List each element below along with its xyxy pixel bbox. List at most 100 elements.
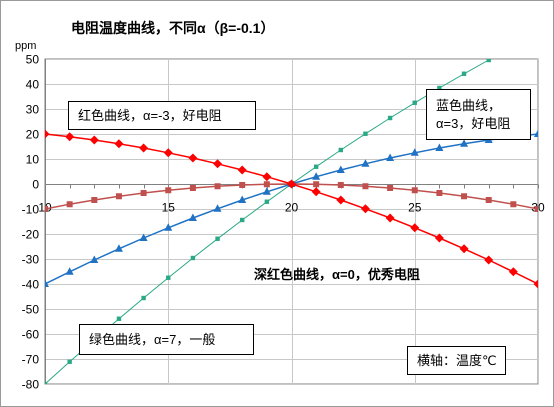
y-tick-label: 40 bbox=[26, 78, 40, 92]
annotation-text: 红色曲线，α=-3，好电阻 bbox=[78, 108, 222, 123]
y-axis-label: ppm bbox=[15, 40, 36, 52]
x-tick-label: 20 bbox=[285, 201, 299, 215]
square-marker bbox=[67, 359, 72, 364]
triangle-marker bbox=[164, 223, 173, 231]
diamond-marker bbox=[213, 159, 223, 169]
square-marker bbox=[115, 193, 122, 200]
square-marker bbox=[165, 187, 172, 194]
diamond-marker bbox=[434, 233, 444, 243]
diamond-marker bbox=[139, 143, 149, 153]
square-marker bbox=[263, 181, 270, 188]
square-marker bbox=[536, 32, 540, 36]
square-marker bbox=[387, 115, 393, 121]
diamond-marker bbox=[163, 148, 173, 158]
y-tick-label: 10 bbox=[26, 153, 40, 167]
square-marker bbox=[215, 236, 220, 241]
triangle-marker bbox=[336, 165, 345, 173]
y-tick-label: -50 bbox=[22, 303, 40, 317]
square-marker bbox=[511, 45, 515, 49]
y-tick-label: 30 bbox=[26, 103, 40, 117]
square-marker bbox=[362, 183, 369, 190]
annotation-text: 深红色曲线，α=0，优秀电阻 bbox=[254, 267, 420, 282]
y-tick-label: -40 bbox=[22, 278, 40, 292]
triangle-marker bbox=[435, 143, 444, 151]
square-marker bbox=[437, 85, 442, 91]
y-tick-label: 20 bbox=[26, 128, 40, 142]
diamond-marker bbox=[336, 195, 346, 205]
diamond-marker bbox=[237, 165, 247, 175]
triangle-marker bbox=[65, 267, 74, 275]
y-tick-label: -30 bbox=[22, 253, 40, 267]
diamond-marker bbox=[188, 153, 198, 163]
x-tick-label: 25 bbox=[408, 201, 422, 215]
square-marker bbox=[412, 100, 417, 105]
chart-title: 电阻温度曲线，不同α（β=-0.1） bbox=[71, 20, 274, 36]
triangle-marker bbox=[460, 139, 469, 147]
square-marker bbox=[387, 185, 394, 191]
square-marker bbox=[190, 255, 196, 261]
annotation-text: α=3，好电阻 bbox=[436, 116, 510, 131]
square-marker bbox=[189, 185, 196, 191]
annotation-text: 蓝色曲线， bbox=[436, 98, 501, 113]
diamond-marker bbox=[484, 255, 494, 265]
square-marker bbox=[461, 193, 468, 200]
square-marker bbox=[239, 182, 246, 188]
triangle-marker bbox=[90, 255, 99, 263]
square-marker bbox=[337, 182, 344, 188]
triangle-marker bbox=[534, 129, 538, 137]
square-marker bbox=[116, 316, 122, 321]
triangle-marker bbox=[188, 213, 197, 221]
square-marker bbox=[313, 181, 320, 188]
diamond-marker bbox=[65, 132, 75, 142]
square-marker bbox=[264, 199, 270, 204]
diamond-marker bbox=[89, 135, 99, 145]
square-marker bbox=[66, 201, 73, 208]
series-group bbox=[45, 32, 540, 384]
triangle-marker bbox=[213, 204, 222, 212]
square-marker bbox=[91, 197, 98, 203]
diamond-marker bbox=[533, 279, 538, 289]
x-tick-label: 15 bbox=[162, 201, 176, 215]
y-tick-label: 0 bbox=[32, 178, 39, 192]
annotation-text: 横轴：温度℃ bbox=[417, 353, 497, 368]
diamond-marker bbox=[360, 204, 370, 214]
y-tick-label: -80 bbox=[22, 378, 40, 392]
triangle-marker bbox=[361, 159, 370, 167]
square-marker bbox=[485, 197, 492, 203]
square-marker bbox=[436, 190, 443, 196]
diamond-marker bbox=[410, 223, 420, 233]
annotation-box bbox=[426, 89, 531, 140]
square-marker bbox=[510, 201, 517, 208]
diamond-marker bbox=[114, 139, 124, 149]
diamond-marker bbox=[508, 267, 518, 277]
square-marker bbox=[486, 59, 491, 63]
annotation-box bbox=[79, 324, 254, 355]
y-tick-label: -60 bbox=[22, 328, 40, 342]
square-marker bbox=[141, 295, 146, 301]
square-marker bbox=[45, 206, 48, 212]
annotation-box bbox=[407, 346, 506, 375]
y-tick-label: -70 bbox=[22, 353, 40, 367]
annotations: 红色曲线，α=-3，好电阻 蓝色曲线， α=3，好电阻深红色曲线，α=0，优秀电阻绿… bbox=[68, 89, 531, 375]
triangle-marker bbox=[139, 233, 148, 241]
diamond-marker bbox=[459, 244, 469, 254]
triangle-marker bbox=[410, 148, 419, 156]
square-marker bbox=[535, 206, 538, 212]
square-marker bbox=[140, 190, 147, 196]
triangle-marker bbox=[114, 244, 123, 252]
square-marker bbox=[411, 187, 418, 194]
diamond-marker bbox=[287, 179, 296, 189]
triangle-marker bbox=[386, 153, 395, 161]
triangle-marker bbox=[238, 195, 247, 203]
annotation-box bbox=[68, 101, 256, 130]
square-marker bbox=[363, 131, 368, 136]
y-tick-label: -10 bbox=[22, 203, 40, 217]
triangle-marker bbox=[45, 279, 49, 287]
y-tick-label: 50 bbox=[26, 53, 40, 67]
square-marker bbox=[461, 71, 467, 76]
square-marker bbox=[338, 147, 343, 153]
annotation-text: 绿色曲线，α=7，一般 bbox=[89, 332, 215, 347]
triangle-marker bbox=[312, 172, 321, 180]
